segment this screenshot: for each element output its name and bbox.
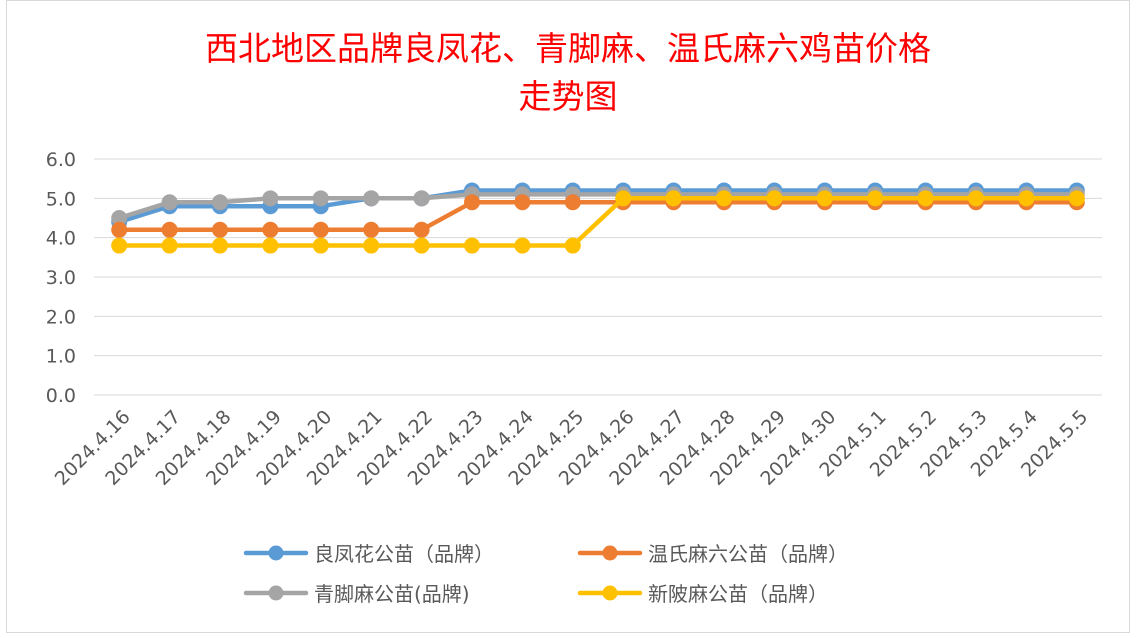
data-point-series-4 (766, 190, 783, 207)
data-point-series-2 (111, 221, 128, 238)
data-point-series-4 (816, 190, 833, 207)
y-tick-label: 3.0 (46, 267, 76, 289)
legend-marker-4 (602, 585, 618, 601)
data-point-series-4 (716, 190, 732, 207)
legend-marker-1 (268, 545, 284, 561)
data-point-series-2 (161, 221, 178, 238)
data-point-series-4 (665, 190, 682, 207)
data-point-series-2 (464, 194, 480, 211)
data-point-series-2 (564, 194, 581, 211)
data-point-series-4 (312, 237, 329, 254)
y-tick-label: 2.0 (46, 306, 76, 328)
legend-label-4: 新陂麻公苗（品牌） (648, 582, 828, 606)
series-line-4 (116, 196, 1080, 248)
data-point-series-4 (413, 237, 430, 254)
series-line-1 (116, 188, 1080, 225)
chart-title-line-2: 走势图 (519, 77, 618, 116)
data-point-series-2 (312, 221, 329, 238)
data-point-series-4 (161, 237, 178, 254)
data-point-series-2 (262, 221, 279, 238)
data-point-series-4 (1018, 190, 1035, 207)
data-point-series-2 (212, 221, 228, 238)
legend-marker-2 (602, 545, 618, 561)
data-point-series-3 (212, 194, 228, 211)
data-point-series-2 (514, 194, 531, 211)
data-point-series-3 (312, 190, 329, 207)
data-point-series-4 (1068, 190, 1085, 207)
y-tick-label: 5.0 (46, 188, 76, 210)
data-point-series-3 (413, 190, 430, 207)
data-point-series-4 (262, 237, 279, 254)
series-line-3 (116, 192, 1080, 221)
data-point-series-4 (363, 237, 380, 254)
data-point-series-3 (161, 194, 178, 211)
data-point-series-4 (514, 237, 531, 254)
series-line-2 (116, 200, 1080, 233)
data-point-series-4 (564, 237, 581, 254)
data-point-series-4 (968, 190, 984, 207)
y-tick-label: 0.0 (46, 385, 76, 407)
data-point-series-4 (111, 237, 128, 254)
data-point-series-2 (363, 221, 380, 238)
data-point-series-4 (917, 190, 934, 207)
y-tick-label: 4.0 (46, 228, 76, 250)
y-tick-label: 6.0 (46, 149, 76, 171)
legend-label-3: 青脚麻公苗(品牌) (314, 582, 470, 606)
data-point-series-4 (212, 237, 228, 254)
y-tick-label: 1.0 (46, 346, 76, 368)
data-point-series-3 (363, 190, 380, 207)
data-point-series-3 (262, 190, 279, 207)
data-point-series-4 (615, 190, 632, 207)
legend-label-2: 温氏麻六公苗（品牌） (648, 542, 848, 566)
legend-label-1: 良凤花公苗（品牌） (314, 542, 494, 566)
data-point-series-4 (464, 237, 480, 254)
data-point-series-2 (413, 221, 430, 238)
chart-title-line-1: 西北地区品牌良凤花、青脚麻、温氏麻六鸡苗价格 (205, 29, 931, 68)
data-point-series-4 (867, 190, 884, 207)
legend-marker-3 (268, 585, 284, 601)
